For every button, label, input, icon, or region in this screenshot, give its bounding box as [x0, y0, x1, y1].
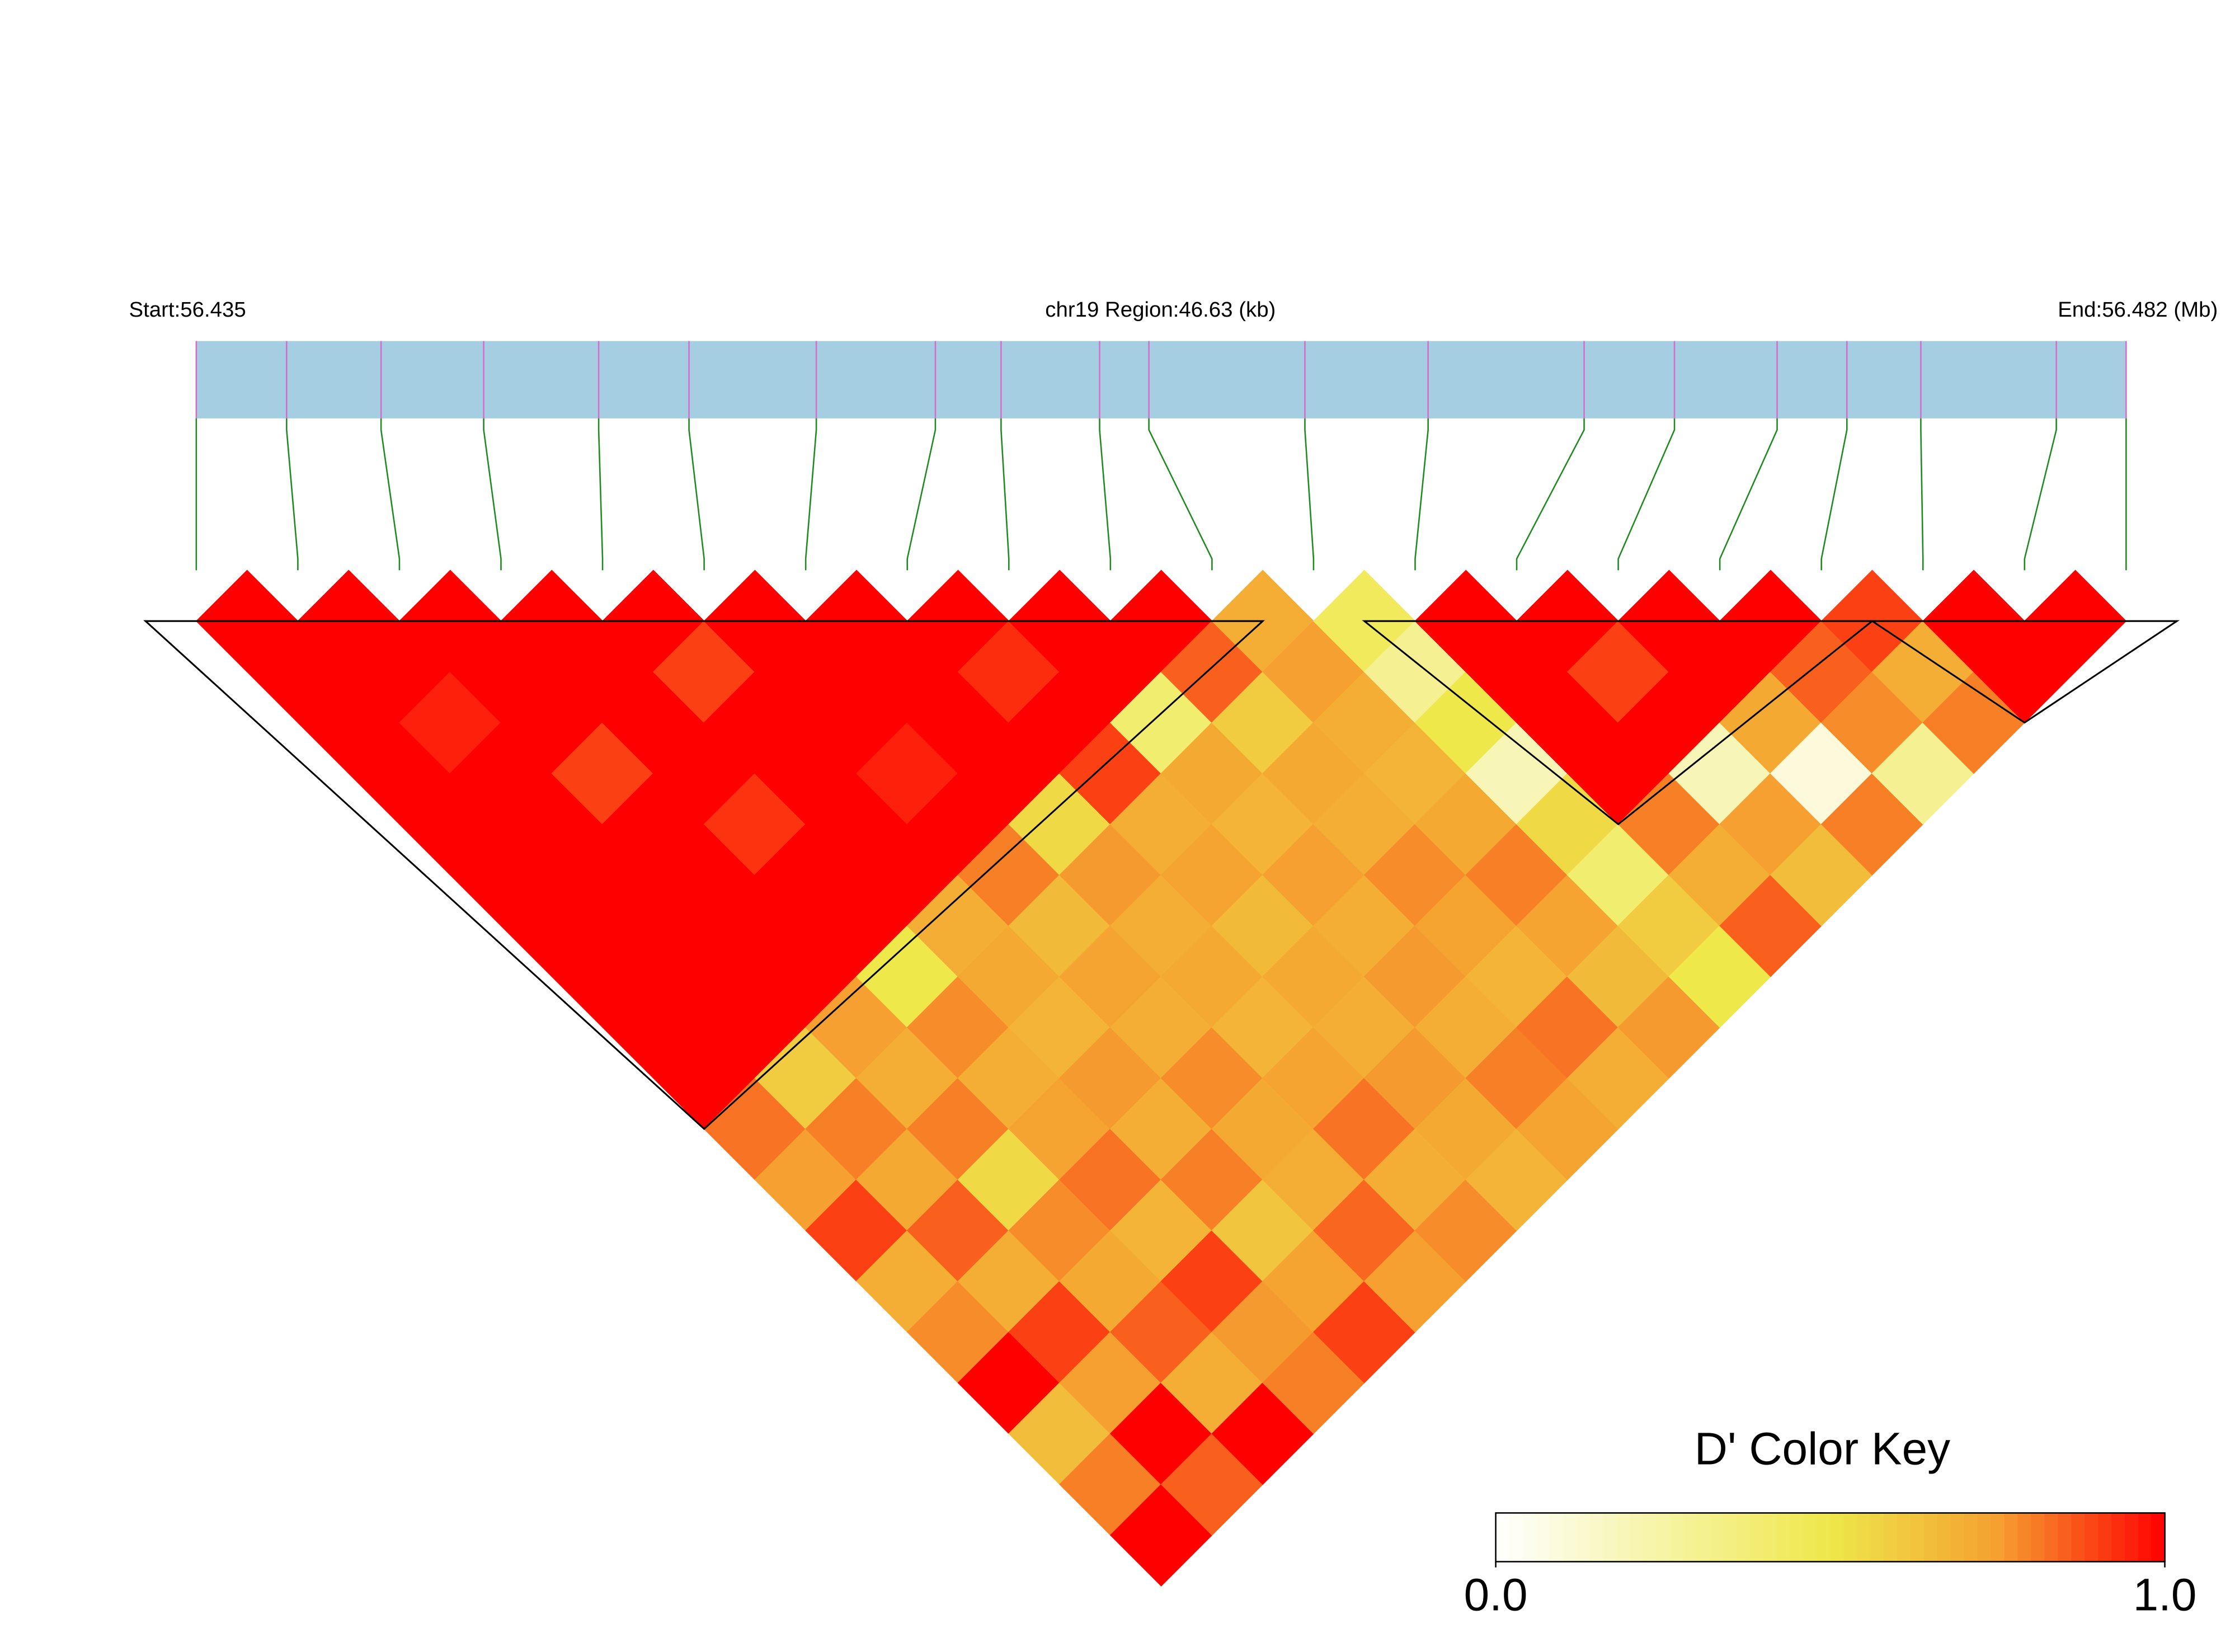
color-key-step [1683, 1513, 1697, 1562]
color-key-frame [1495, 1512, 2166, 1562]
color-key-step [1495, 1513, 1510, 1562]
snp-connector [1099, 418, 1112, 571]
color-key-step [1803, 1513, 1818, 1562]
color-key-step [1776, 1513, 1791, 1562]
color-key-step [1884, 1513, 1898, 1562]
snp-bar [196, 341, 2126, 418]
color-key-step [1643, 1513, 1657, 1562]
snp-connector [1719, 418, 1778, 571]
color-key-step [1790, 1513, 1804, 1562]
color-key-step [2111, 1513, 2126, 1562]
snp-connector [483, 418, 502, 571]
color-key-step [1522, 1513, 1537, 1562]
color-key-step [1509, 1513, 1523, 1562]
color-key-step [1843, 1513, 1858, 1562]
snp-connector [597, 418, 604, 571]
color-key-step [1923, 1513, 1938, 1562]
color-key-step [1737, 1513, 1751, 1562]
snp-connector [380, 418, 401, 571]
color-key-step [1830, 1513, 1845, 1562]
color-key-step [2097, 1513, 2112, 1562]
ld-block [1869, 620, 2180, 724]
color-key-title: D' Color Key [1695, 1423, 1950, 1474]
color-key-step [1911, 1513, 1925, 1562]
color-key-step [2138, 1513, 2152, 1562]
color-key-step [1937, 1513, 1952, 1562]
color-key-step [2124, 1513, 2139, 1562]
snp-connector [1820, 418, 1848, 571]
snp-connector [1000, 418, 1010, 571]
snp-connector [1304, 418, 1315, 571]
color-key-step [1602, 1513, 1617, 1562]
color-key-step [1710, 1513, 1724, 1562]
region-label: chr19 Region:46.63 (kb) [1045, 298, 1276, 322]
color-key-step [1576, 1513, 1591, 1562]
color-key-step [1629, 1513, 1644, 1562]
color-key-step [2085, 1513, 2099, 1562]
ld-block [143, 620, 1265, 1131]
color-key-step [2151, 1513, 2166, 1562]
ld-block [1362, 620, 1875, 826]
color-key-step [1656, 1513, 1671, 1562]
color-key-step [2044, 1513, 2059, 1562]
start-label: Start:56.435 [129, 298, 246, 322]
snp-connector [1414, 418, 1429, 571]
color-key-label: 1.0 [2133, 1570, 2197, 1621]
color-key-step [1669, 1513, 1684, 1562]
snp-connector [906, 418, 937, 571]
snp-connector [1617, 418, 1676, 571]
color-key-step [1563, 1513, 1577, 1562]
color-key-step [1536, 1513, 1550, 1562]
color-key-step [1857, 1513, 1871, 1562]
color-key-step [1763, 1513, 1778, 1562]
snp-connector [1920, 418, 1924, 571]
color-key-step [2017, 1513, 2032, 1562]
color-key-step [2004, 1513, 2018, 1562]
snp-connector [2024, 418, 2057, 571]
snp-connector [688, 418, 705, 571]
color-key-step [2031, 1513, 2045, 1562]
color-key-step [1991, 1513, 2005, 1562]
color-key-step [1870, 1513, 1885, 1562]
snp-connector [1516, 418, 1585, 571]
color-key-step [1549, 1513, 1564, 1562]
color-key-step [2058, 1513, 2072, 1562]
color-key-step [2071, 1513, 2086, 1562]
snp-connector [1148, 418, 1213, 571]
color-key-step [1616, 1513, 1631, 1562]
color-key-step [1897, 1513, 1912, 1562]
end-label: End:56.482 (Mb) [2058, 298, 2218, 322]
color-key-step [1964, 1513, 1978, 1562]
snp-connector [286, 418, 299, 571]
color-key-step [1589, 1513, 1604, 1562]
color-key-step [1977, 1513, 1992, 1562]
snp-connector [804, 418, 817, 571]
color-key-step [1817, 1513, 1831, 1562]
color-key-label: 0.0 [1464, 1570, 1528, 1621]
color-key-step [1696, 1513, 1711, 1562]
color-key-step [1723, 1513, 1738, 1562]
color-key-step [1750, 1513, 1765, 1562]
color-key-step [1950, 1513, 1965, 1562]
